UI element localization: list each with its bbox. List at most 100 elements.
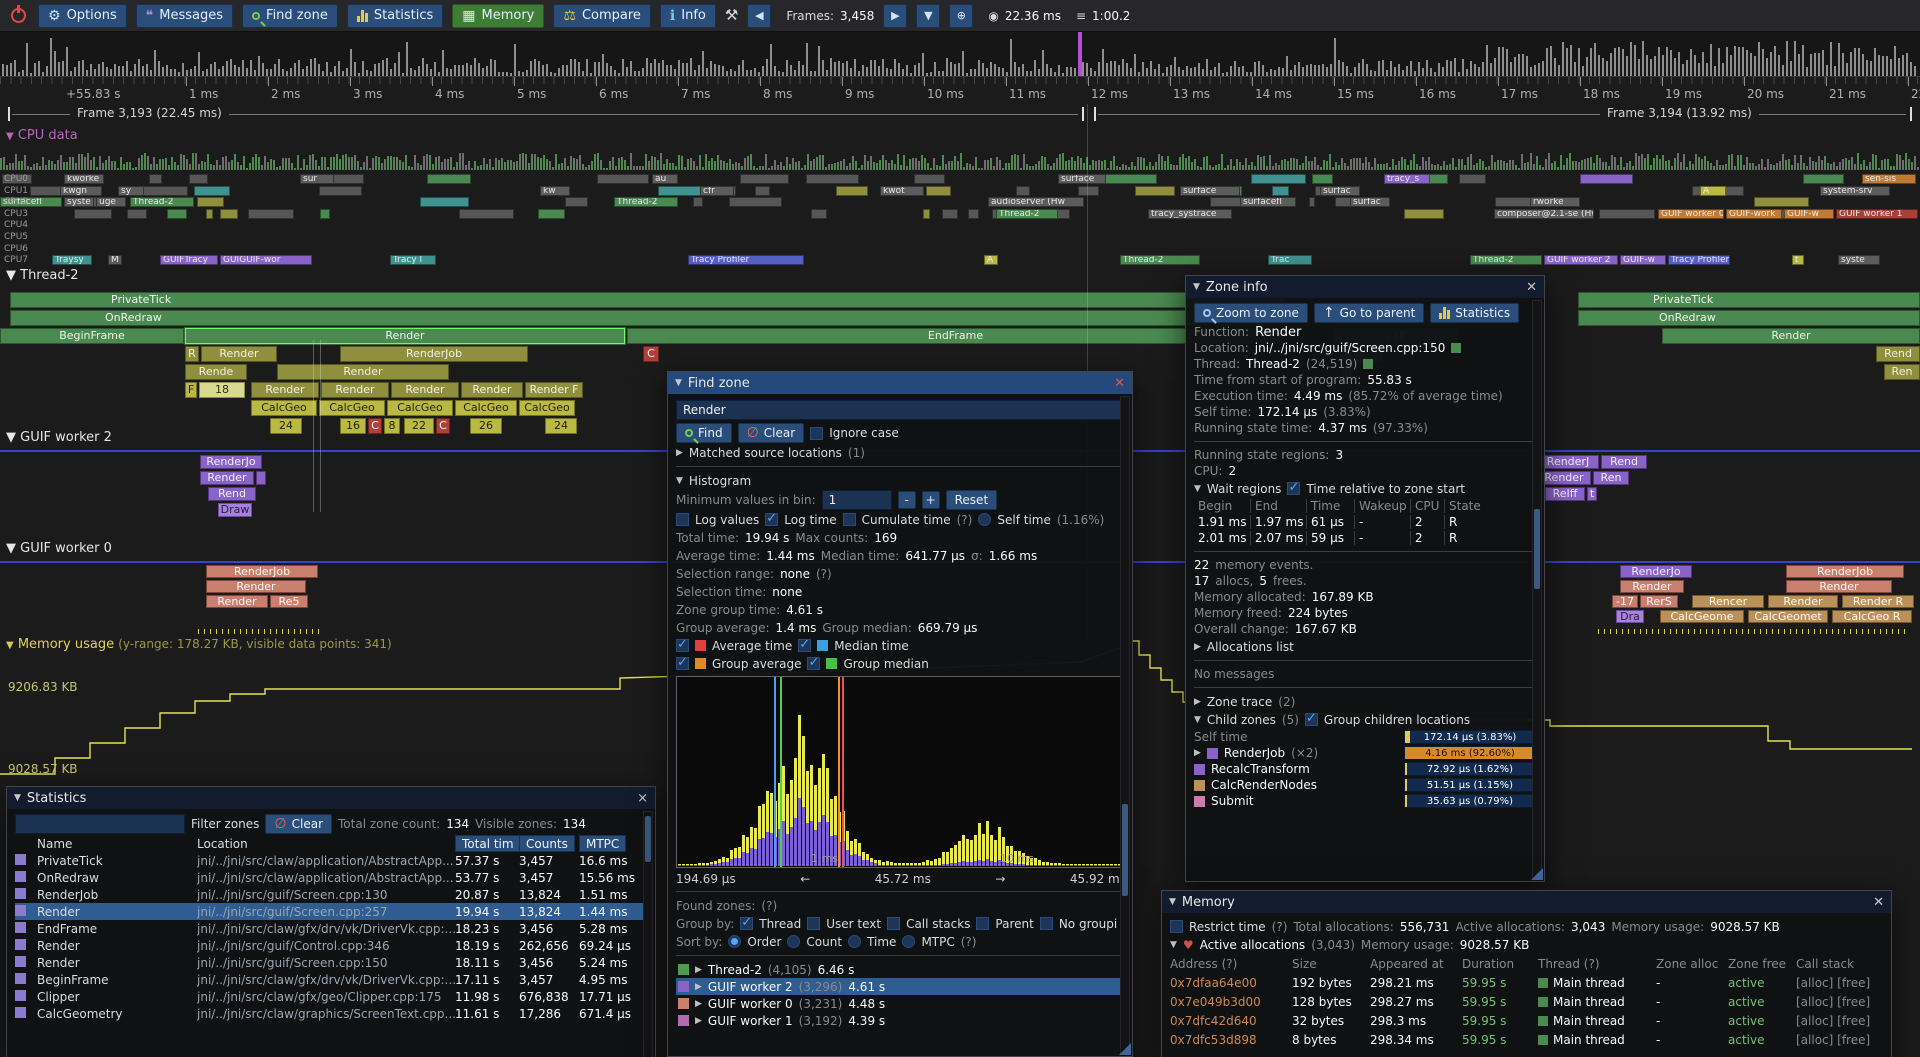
cpu-zone[interactable]: [149, 174, 162, 184]
timeline-zone[interactable]: C: [643, 346, 659, 362]
cpu-zone[interactable]: [1803, 174, 1844, 184]
timeline-zone[interactable]: Render: [206, 595, 268, 608]
cpu-zone[interactable]: Tracy I: [390, 255, 436, 265]
collapse-icon[interactable]: ▼: [675, 378, 682, 388]
group-by-no-groupi[interactable]: [1040, 917, 1053, 930]
stats-table-row[interactable]: BeginFramejni/../jni/src/claw/gfx/drv/vk…: [15, 971, 647, 988]
cpu-zone[interactable]: tracy_s: [1384, 174, 1430, 184]
cpu-zone[interactable]: A: [984, 255, 998, 265]
cpu-zone[interactable]: cfr: [700, 186, 734, 196]
cpu-zone[interactable]: [1135, 186, 1175, 196]
close-icon[interactable]: ✕: [1873, 895, 1884, 910]
scrollbar-thumb[interactable]: [645, 816, 651, 862]
cpu-zone[interactable]: [597, 174, 649, 184]
allocation-row[interactable]: 0x7e049b3d00128 bytes298.27 ms59.95 sMai…: [1170, 992, 1883, 1011]
timeline-zone[interactable]: Render: [1786, 580, 1892, 593]
cpu-zone[interactable]: [1580, 174, 1633, 184]
cpu-zone[interactable]: Trac: [1268, 255, 1312, 265]
timeline-zone[interactable]: [256, 471, 266, 485]
cpu-zone[interactable]: [968, 209, 979, 219]
cpu-zone[interactable]: [167, 209, 187, 219]
cpu-zone[interactable]: GUIF-w: [1784, 209, 1834, 219]
go-to-parent-button[interactable]: ↑Go to parent: [1314, 303, 1424, 323]
filter-zones-input[interactable]: [15, 814, 185, 834]
cpu-zone[interactable]: kwgn: [60, 186, 102, 196]
cpu-zone[interactable]: [1404, 209, 1444, 219]
timeline-zone[interactable]: CalcGeo: [387, 400, 453, 416]
cpu-zone[interactable]: [1251, 174, 1306, 184]
zone-group-row[interactable]: ▶GUIF worker 2(3,296)4.61 s: [676, 978, 1124, 995]
collapse-icon[interactable]: ▼: [1194, 715, 1201, 725]
statistics-button[interactable]: Statistics: [347, 4, 443, 28]
log-time-checkbox[interactable]: [765, 513, 778, 526]
timeline-zone[interactable]: Render: [1768, 595, 1838, 608]
cpu-zone[interactable]: GUIF worker 0: [1658, 209, 1724, 219]
timeline-zone[interactable]: Render: [200, 471, 254, 485]
find-zone-search-input[interactable]: Render: [676, 400, 1124, 420]
statistics-button[interactable]: Statistics: [1430, 303, 1519, 323]
timeline-zone[interactable]: 24: [270, 418, 302, 434]
cpu-zone[interactable]: composer@2.1-se (Hw: [1494, 209, 1594, 219]
cpu-zone[interactable]: [319, 186, 362, 196]
wait-regions-header[interactable]: ▼Wait regionsTime relative to zone start: [1194, 480, 1536, 497]
timeline-zone[interactable]: CalcGeome: [1660, 610, 1744, 623]
zone-group-row[interactable]: ▶Thread-2(4,105)6.46 s: [676, 961, 1124, 978]
timeline-zone[interactable]: Re5: [270, 595, 308, 608]
timeline-zone[interactable]: -17: [1612, 595, 1638, 608]
cpu-zone[interactable]: [729, 197, 782, 207]
scrollbar-thumb[interactable]: [1122, 804, 1128, 896]
bin-plus-button[interactable]: +: [922, 491, 940, 509]
cpu-zone[interactable]: Thread-2: [1120, 255, 1200, 265]
cpu-zone[interactable]: kwot: [880, 186, 924, 196]
timeline-zone[interactable]: 22: [404, 418, 434, 434]
zone-info-window[interactable]: ▼ Zone info ✕ Zoom to zone ↑Go to parent S…: [1185, 275, 1545, 882]
cpu-zone[interactable]: Thread-2: [1470, 255, 1542, 265]
allocations-list[interactable]: ▶Allocations list: [1194, 638, 1536, 655]
memory-titlebar[interactable]: ▼ Memory ✕: [1162, 891, 1891, 913]
timeline-zone[interactable]: 24: [545, 418, 577, 434]
cpu-zone[interactable]: surface: [1058, 174, 1106, 184]
timeline-zone[interactable]: Draw: [218, 503, 252, 517]
cpu-zone[interactable]: rworke: [1530, 197, 1580, 207]
cpu-zone[interactable]: sur: [300, 174, 334, 184]
zoom-to-zone-button[interactable]: Zoom to zone: [1194, 303, 1308, 323]
zone-group-row[interactable]: ▶GUIF worker 0(3,231)4.48 s: [676, 995, 1124, 1012]
cpu-zone[interactable]: t: [1792, 255, 1804, 265]
zone-info-titlebar[interactable]: ▼ Zone info ✕: [1186, 276, 1544, 298]
stats-table-row[interactable]: Renderjni/../jni/src/guif/Control.cpp:34…: [15, 937, 647, 954]
find-zone-window[interactable]: ▼ Find zone ✕ RenderFind∅ClearIgnore cas…: [667, 371, 1133, 1057]
timeline-zone[interactable]: R: [185, 346, 199, 362]
cpu-zone[interactable]: Thread-2: [614, 197, 678, 207]
cpu-zone[interactable]: [942, 209, 958, 219]
wait-table-row[interactable]: 1.91 ms1.97 ms61 μs-2R: [1194, 514, 1536, 530]
clear-button[interactable]: ∅Clear: [738, 423, 805, 443]
child-zone-row[interactable]: Submit35.63 μs (0.79%): [1194, 793, 1536, 809]
cpu-zone[interactable]: syste: [1838, 255, 1880, 265]
cpu-zone[interactable]: [194, 186, 229, 196]
crosshair-button[interactable]: ⊕: [949, 4, 973, 28]
child-zone-row[interactable]: ▶RenderJob(×2)4.16 ms (92.60%): [1194, 745, 1536, 761]
collapse-icon[interactable]: ▼: [1170, 940, 1177, 950]
cpu-zone[interactable]: [420, 197, 469, 207]
cpu-zone[interactable]: [1309, 197, 1315, 207]
legend-checkbox[interactable]: [676, 657, 689, 670]
histogram-header[interactable]: ▼Histogram: [676, 472, 1124, 489]
cpu-zone[interactable]: GUIF worker 2: [1544, 255, 1618, 265]
zone-group-row[interactable]: ▶GUIF worker 1(3,192)4.39 s: [676, 1012, 1124, 1029]
legend-checkbox[interactable]: [807, 657, 820, 670]
relative-time-checkbox[interactable]: [1287, 482, 1300, 495]
cpu-zone[interactable]: [1459, 174, 1486, 184]
self-time-checkbox[interactable]: [978, 513, 991, 526]
timeline-zone[interactable]: Rend: [1876, 346, 1920, 362]
expand-icon[interactable]: ▶: [695, 1016, 702, 1026]
timeline-zone[interactable]: Rend: [1601, 455, 1647, 469]
allocation-row[interactable]: 0x7dfc53d8988 bytes298.34 ms59.95 sMain …: [1170, 1030, 1883, 1049]
sort-by-order[interactable]: [728, 935, 741, 948]
cpu-zone[interactable]: surfac: [1350, 197, 1390, 207]
child-zone-row[interactable]: Self time172.14 μs (3.83%): [1194, 729, 1536, 745]
cpu-zone[interactable]: [1754, 197, 1809, 207]
cpu-zone[interactable]: [127, 209, 147, 219]
cpu-zone[interactable]: surface: [1180, 186, 1240, 196]
timeline-zone[interactable]: Rende: [185, 364, 247, 380]
timeline-zone[interactable]: BeginFrame: [0, 328, 184, 344]
